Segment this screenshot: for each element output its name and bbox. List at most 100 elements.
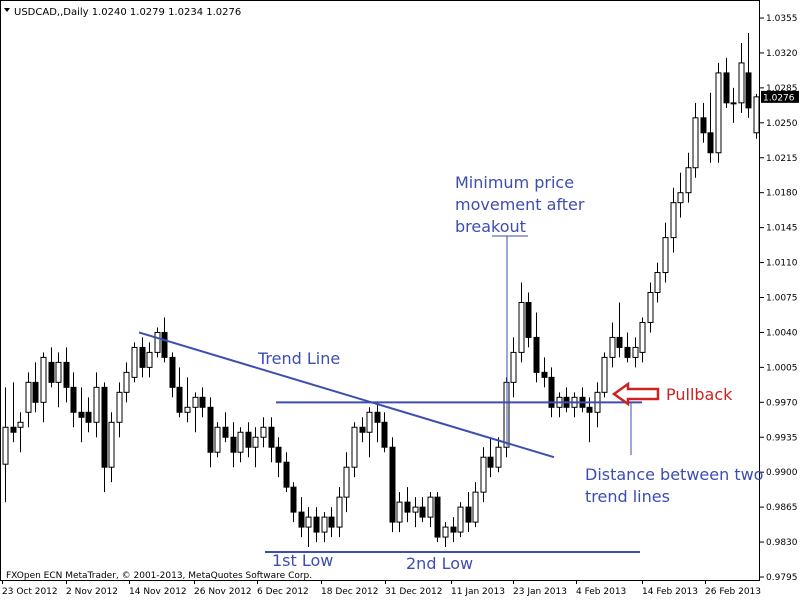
candle [654, 262, 661, 303]
candle [518, 282, 525, 363]
candle-body [214, 426, 221, 453]
candle [283, 452, 290, 493]
candle [685, 152, 692, 203]
candle [571, 392, 578, 418]
candle [366, 407, 373, 458]
candle-body [389, 446, 396, 523]
candle-body [541, 371, 548, 378]
candle [146, 342, 153, 378]
candle-body [586, 406, 593, 413]
candle [48, 347, 55, 388]
candle [101, 382, 108, 493]
candle-body [32, 381, 39, 403]
dropdown-triangle-icon[interactable] [4, 8, 10, 12]
candle-body [396, 501, 403, 523]
candle-body [290, 486, 297, 513]
candle [154, 327, 161, 358]
candle-body [381, 421, 388, 448]
candle-body [48, 361, 55, 383]
x-tick-label: 14 Nov 2012 [129, 587, 187, 597]
candle [586, 397, 593, 443]
candle [116, 382, 123, 438]
candle-body [17, 421, 24, 428]
candle [207, 397, 214, 468]
candle-body [685, 167, 692, 194]
candle [32, 362, 39, 413]
candle [472, 482, 479, 528]
candle-body [154, 331, 161, 353]
candle [336, 487, 343, 538]
candle-body [533, 336, 540, 373]
candle [480, 447, 487, 503]
pullback-arrow-icon [611, 381, 660, 407]
candle-body [55, 361, 62, 383]
min-move-label-line3: breakout [455, 217, 526, 236]
candle-body [624, 346, 631, 358]
candle [563, 387, 570, 413]
x-tick-label: 23 Oct 2012 [2, 587, 58, 597]
candle-body [525, 301, 532, 338]
candle-body [412, 506, 419, 513]
candle-body [480, 456, 487, 493]
candle-body [2, 426, 9, 465]
candle [677, 172, 684, 218]
candle [700, 102, 707, 143]
candle [298, 497, 305, 538]
distance-label-line1: Distance between two [585, 465, 763, 484]
y-tick-label: 1.0110 [766, 259, 798, 269]
min-move-label-line1: Minimum price [455, 173, 574, 192]
candle [396, 492, 403, 533]
candle-body [465, 506, 472, 523]
candle [230, 422, 237, 468]
candle-body [616, 336, 623, 348]
candle-body [93, 386, 100, 423]
candle [745, 32, 752, 118]
y-tick-label: 1.0075 [766, 294, 798, 304]
candle [533, 312, 540, 383]
x-tick-label: 6 Dec 2012 [257, 587, 309, 597]
candle-body [230, 436, 237, 453]
candle [108, 412, 115, 483]
candle [359, 417, 366, 443]
candle-body [700, 117, 707, 134]
plot-frame [0, 0, 760, 581]
candle [434, 492, 441, 543]
candle-body [146, 351, 153, 368]
candle-body [328, 516, 335, 528]
candle [139, 337, 146, 378]
y-tick-label: 1.0250 [766, 119, 798, 129]
candle [715, 62, 722, 163]
candle-body [738, 62, 745, 104]
candle-body [199, 396, 206, 408]
x-tick-label: 31 Dec 2012 [385, 587, 443, 597]
y-tick-label: 0.9795 [766, 573, 798, 583]
candle [419, 497, 426, 523]
x-tick-label: 14 Feb 2013 [642, 587, 698, 597]
candle [412, 497, 419, 528]
current-price-label: 1.0276 [763, 93, 795, 103]
candle-body [343, 466, 350, 498]
candle-body [662, 237, 669, 274]
candle [63, 347, 70, 403]
y-tick-label: 1.0180 [766, 189, 798, 199]
first-low-label: 1st Low [272, 551, 333, 570]
x-tick-label: 18 Dec 2012 [321, 587, 379, 597]
candle [25, 372, 32, 428]
candle [245, 422, 252, 458]
candle [487, 437, 494, 478]
distance-label-line2: trend lines [585, 487, 670, 506]
candle-body [518, 301, 525, 353]
candle-body [321, 516, 328, 533]
candle-body [161, 331, 168, 358]
y-tick-label: 1.0320 [766, 49, 798, 59]
candle [93, 372, 100, 438]
current-price-box [761, 90, 799, 103]
candle [601, 352, 608, 398]
candle-body [313, 516, 320, 533]
candle [351, 422, 358, 478]
candle [647, 282, 654, 333]
candle-body [715, 72, 722, 154]
y-tick-label: 0.9900 [766, 468, 798, 478]
x-tick-label: 2 Nov 2012 [66, 587, 118, 597]
candle [723, 57, 730, 108]
